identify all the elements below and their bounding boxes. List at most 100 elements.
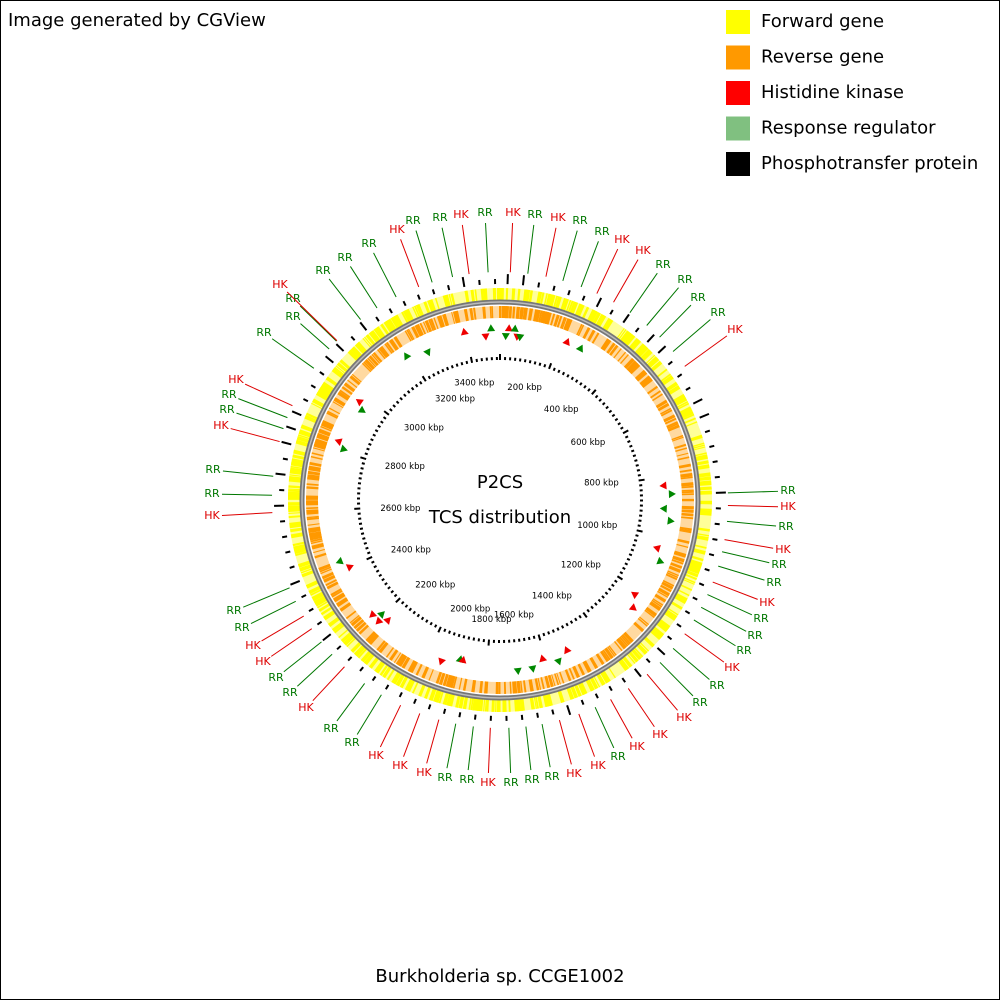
reverse-gene <box>617 637 627 649</box>
forward-gene <box>664 612 676 621</box>
scale-label: 3000 kbp <box>404 424 444 434</box>
legend-label: Forward gene <box>761 11 884 32</box>
forward-gene <box>543 293 548 306</box>
reverse-gene <box>600 651 608 662</box>
reverse-gene <box>388 339 398 351</box>
forward-gene <box>687 566 700 575</box>
reverse-gene <box>623 357 634 369</box>
forward-gene <box>387 318 397 331</box>
reverse-gene <box>649 602 661 611</box>
scale-tick <box>373 565 377 569</box>
forward-gene <box>676 400 689 408</box>
outer-tick <box>645 658 651 664</box>
feature-label: RR <box>524 773 540 786</box>
forward-gene <box>375 326 385 339</box>
feature-label: RR <box>690 291 706 304</box>
forward-gene <box>622 656 633 668</box>
forward-gene <box>567 300 574 313</box>
reverse-gene <box>661 581 674 590</box>
reverse-gene <box>613 641 623 652</box>
feature-label: HK <box>298 701 314 714</box>
forward-gene <box>549 294 556 307</box>
tcs-marker <box>487 324 496 332</box>
scale-tick <box>548 362 553 370</box>
reverse-gene <box>623 631 634 643</box>
scale-tick <box>617 422 622 426</box>
scale-tick <box>375 569 380 573</box>
reverse-gene <box>604 647 614 659</box>
forward-gene <box>621 331 632 344</box>
forward-gene <box>289 476 302 479</box>
scale-tick <box>365 546 369 550</box>
forward-gene <box>429 299 437 312</box>
feature-leader <box>336 683 366 722</box>
outer-tick <box>709 444 715 448</box>
tcs-marker <box>423 348 431 357</box>
feature-leader <box>244 383 293 407</box>
reverse-gene <box>367 357 377 368</box>
reverse-gene <box>393 652 402 663</box>
feature-leader <box>283 641 322 673</box>
scale-tick <box>455 363 459 367</box>
forward-gene <box>524 289 531 303</box>
forward-gene <box>660 373 672 382</box>
scale-tick <box>410 386 415 391</box>
feature-leader <box>558 719 572 765</box>
reverse-gene <box>666 422 679 430</box>
feature-label: RR <box>747 629 763 642</box>
scale-tick <box>583 385 587 389</box>
feature-label: HK <box>566 767 582 780</box>
forward-gene <box>455 695 461 708</box>
forward-gene <box>339 359 351 370</box>
feature-leader <box>379 704 402 748</box>
scale-tick <box>532 635 536 640</box>
outer-tick <box>324 355 334 364</box>
outer-tick <box>281 535 288 539</box>
reverse-gene <box>372 351 383 363</box>
reverse-gene <box>655 399 668 409</box>
reverse-gene <box>589 657 597 669</box>
scale-tick <box>608 409 613 414</box>
forward-gene <box>505 288 509 301</box>
forward-gene <box>664 611 677 621</box>
reverse-gene <box>311 452 324 457</box>
feature-leader <box>727 505 779 508</box>
scale-tick <box>586 608 590 613</box>
forward-gene <box>291 458 304 462</box>
feature-leader <box>525 726 532 771</box>
reverse-gene <box>307 477 320 481</box>
forward-gene <box>581 306 590 319</box>
outer-tick <box>336 645 342 651</box>
forward-gene <box>376 326 386 338</box>
reverse-gene <box>679 469 692 473</box>
tcs-marker <box>501 332 510 341</box>
reverse-gene <box>341 386 353 395</box>
legend-label: Phosphotransfer protein <box>761 153 978 174</box>
reverse-gene <box>328 407 341 415</box>
reverse-gene <box>309 536 323 541</box>
forward-gene <box>566 687 573 700</box>
forward-gene <box>693 446 706 451</box>
forward-gene <box>608 667 616 679</box>
reverse-gene <box>681 483 694 487</box>
feature-leader <box>222 470 274 477</box>
forward-gene <box>468 697 472 710</box>
forward-gene <box>674 596 686 604</box>
forward-gene <box>357 341 367 352</box>
reverse-gene <box>577 663 586 676</box>
outer-tick <box>595 297 603 308</box>
feature-leader <box>693 619 736 647</box>
forward-gene <box>363 653 373 664</box>
scale-tick <box>381 577 385 582</box>
forward-gene <box>382 666 390 677</box>
reverse-gene <box>368 633 378 644</box>
feature-label: HK <box>727 323 743 336</box>
feature-leader <box>580 241 599 288</box>
reverse-gene <box>308 531 321 536</box>
forward-gene <box>657 620 670 631</box>
forward-gene <box>673 393 685 403</box>
tcs-marker <box>575 344 583 353</box>
forward-gene <box>514 699 517 712</box>
forward-gene <box>592 311 601 325</box>
scale-tick <box>579 382 583 386</box>
